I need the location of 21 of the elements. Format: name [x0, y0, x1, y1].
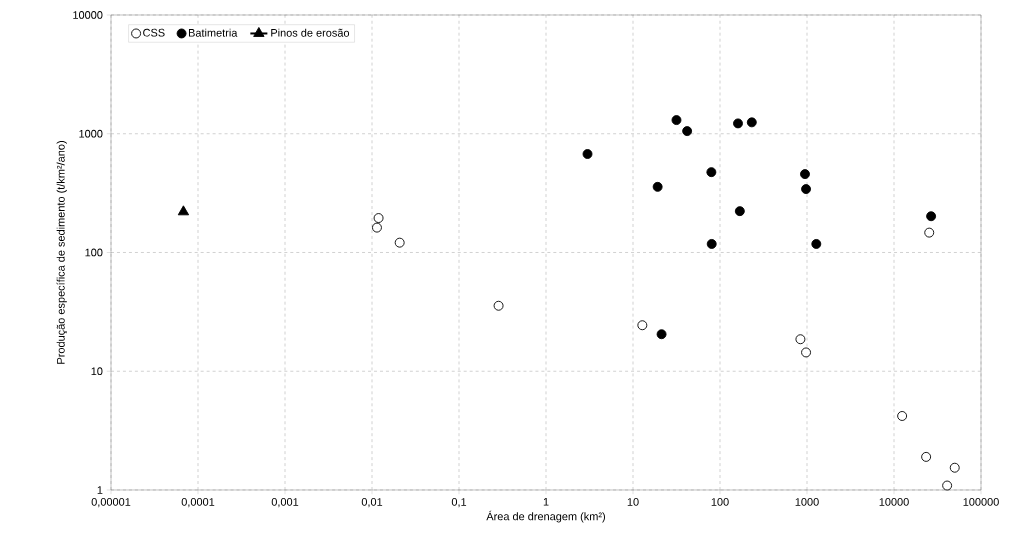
x-tick-label: 0,00001 — [91, 498, 131, 508]
x-tick-label: 10000 — [879, 498, 909, 506]
x-axis-title: Área de drenagem (km²) — [486, 510, 605, 523]
x-tick-label: 1000 — [795, 498, 819, 506]
x-tick-label: 0,0001 — [181, 498, 215, 508]
x-tick-label: 0,01 — [361, 498, 383, 508]
x-tick-label: 0,001 — [271, 498, 299, 508]
y-tick-label: 1 — [97, 486, 103, 494]
x-tick-label: 0,1 — [451, 498, 467, 508]
x-tick-label: 1 — [543, 498, 549, 506]
x-tick-label: 100000 — [963, 498, 999, 506]
y-tick-label: 1000 — [79, 129, 103, 138]
legend-label: Batimetria — [188, 28, 238, 37]
y-axis-title: Produção específica de sedimento (t/km²/ano) — [56, 141, 67, 364]
x-tick-label: 100 — [711, 498, 729, 506]
y-tick-label: 10 — [91, 367, 103, 376]
y-tick-label: 10000 — [73, 11, 103, 19]
x-tick-label: 10 — [627, 498, 639, 506]
legend-label: Pinos de erosão — [271, 28, 350, 37]
legend-label: CSS — [143, 28, 165, 37]
y-tick-label: 100 — [85, 248, 103, 257]
